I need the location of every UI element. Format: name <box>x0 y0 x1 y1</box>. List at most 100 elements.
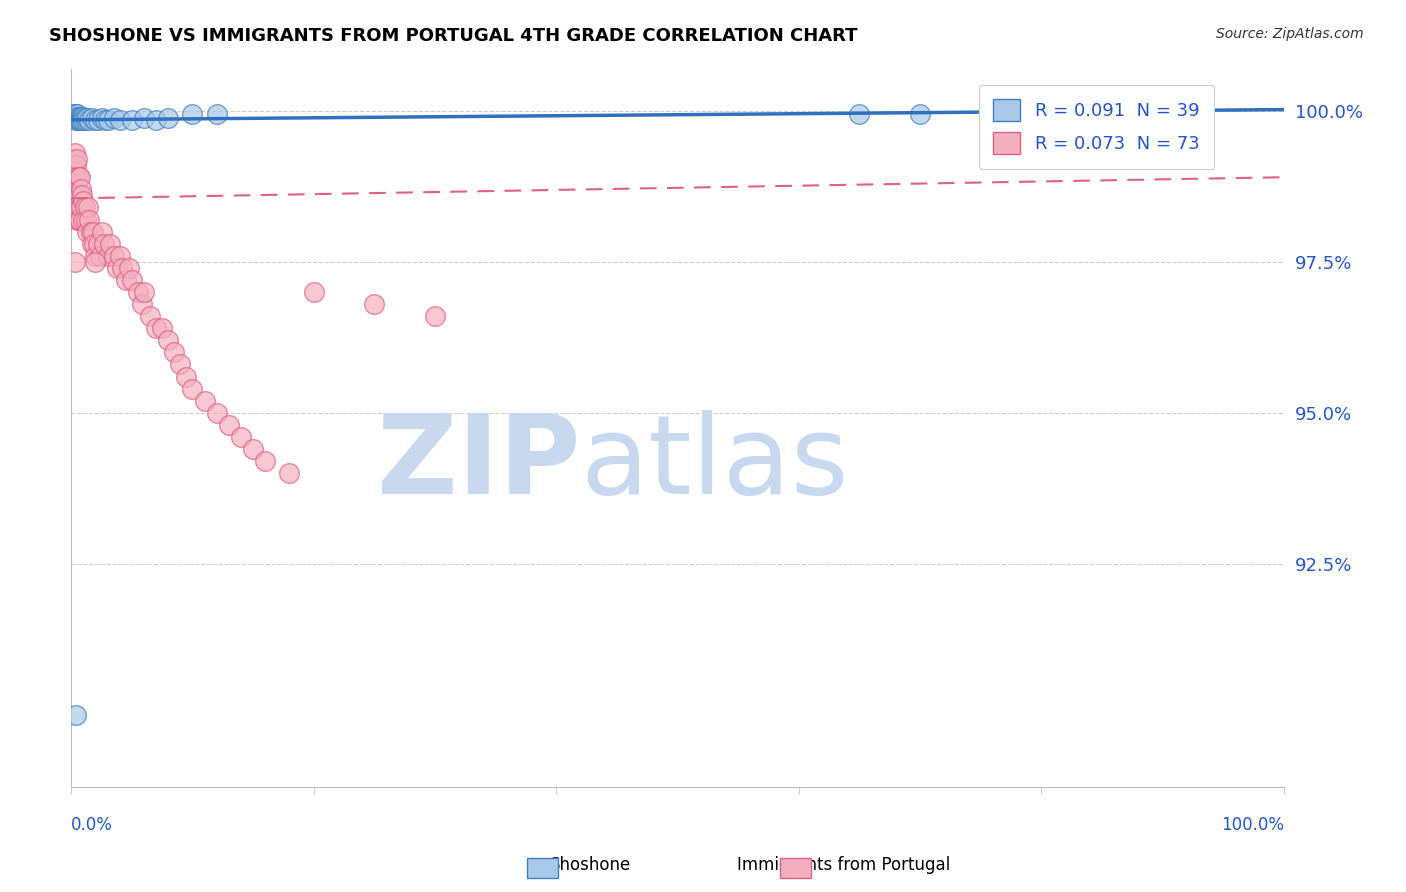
Point <box>66 110 89 124</box>
Point <box>73 201 96 215</box>
Point <box>98 236 121 251</box>
Point <box>65 107 87 121</box>
Point <box>66 107 89 121</box>
Point <box>111 260 134 275</box>
Point <box>84 112 107 127</box>
Point <box>80 111 103 125</box>
Point <box>169 358 191 372</box>
Point <box>108 249 131 263</box>
Point <box>94 112 117 127</box>
Text: Shoshone: Shoshone <box>550 855 631 873</box>
Point <box>73 111 96 125</box>
Point <box>83 236 105 251</box>
Point <box>63 188 86 202</box>
Point <box>82 225 104 239</box>
Point <box>70 201 93 215</box>
Point <box>84 254 107 268</box>
Point <box>254 454 277 468</box>
Point <box>157 333 180 347</box>
Point <box>69 112 91 127</box>
Point <box>848 107 870 121</box>
Point <box>77 201 100 215</box>
Point <box>363 297 385 311</box>
Point <box>66 112 89 127</box>
Point <box>121 273 143 287</box>
Point <box>62 194 84 209</box>
Point <box>157 111 180 125</box>
Text: atlas: atlas <box>581 410 849 517</box>
Point <box>278 466 301 480</box>
Point <box>423 309 446 323</box>
Point <box>194 393 217 408</box>
Point <box>181 382 204 396</box>
Point <box>145 321 167 335</box>
Point <box>72 110 94 124</box>
Point <box>103 249 125 263</box>
Text: SHOSHONE VS IMMIGRANTS FROM PORTUGAL 4TH GRADE CORRELATION CHART: SHOSHONE VS IMMIGRANTS FROM PORTUGAL 4TH… <box>49 27 858 45</box>
Point <box>79 112 101 127</box>
Point <box>176 369 198 384</box>
Point <box>108 112 131 127</box>
Point <box>62 164 84 178</box>
Point <box>72 194 94 209</box>
Point <box>66 152 89 166</box>
Point <box>67 188 90 202</box>
Text: Source: ZipAtlas.com: Source: ZipAtlas.com <box>1216 27 1364 41</box>
Point <box>63 107 86 121</box>
Point <box>75 112 97 127</box>
Point <box>121 112 143 127</box>
Point <box>67 110 90 124</box>
Point <box>205 406 228 420</box>
Point <box>79 212 101 227</box>
Point <box>89 249 111 263</box>
Point <box>150 321 173 335</box>
Text: Immigrants from Portugal: Immigrants from Portugal <box>737 855 950 873</box>
Point <box>70 112 93 127</box>
Point <box>302 285 325 299</box>
Point <box>69 170 91 185</box>
Point <box>70 182 93 196</box>
Point <box>65 110 87 124</box>
Text: 100.0%: 100.0% <box>1220 816 1284 834</box>
Point <box>62 176 84 190</box>
Point <box>105 260 128 275</box>
Text: 0.0%: 0.0% <box>72 816 112 834</box>
Point <box>205 107 228 121</box>
Point <box>218 417 240 432</box>
Point <box>65 707 87 722</box>
Point <box>63 110 86 124</box>
Point <box>70 111 93 125</box>
Text: ZIP: ZIP <box>377 410 581 517</box>
Point <box>76 111 98 125</box>
Point <box>75 212 97 227</box>
Point <box>63 146 86 161</box>
Point <box>97 112 120 127</box>
Point <box>908 107 931 121</box>
Point <box>132 285 155 299</box>
Point <box>132 111 155 125</box>
Point <box>65 176 87 190</box>
Point <box>118 260 141 275</box>
Point <box>62 152 84 166</box>
Point <box>229 430 252 444</box>
Point <box>69 110 91 124</box>
Point <box>69 188 91 202</box>
Point <box>70 110 93 124</box>
Point <box>145 112 167 127</box>
Point <box>103 111 125 125</box>
Point <box>181 107 204 121</box>
Point <box>69 212 91 227</box>
Point <box>63 254 86 268</box>
Point <box>63 170 86 185</box>
Point <box>90 111 112 125</box>
Point <box>90 225 112 239</box>
Point <box>65 201 87 215</box>
Point <box>114 273 136 287</box>
Point <box>242 442 264 456</box>
Point <box>67 212 90 227</box>
Point <box>65 158 87 172</box>
Point <box>62 107 84 121</box>
Point <box>127 285 149 299</box>
Point <box>87 236 110 251</box>
Point <box>66 170 89 185</box>
